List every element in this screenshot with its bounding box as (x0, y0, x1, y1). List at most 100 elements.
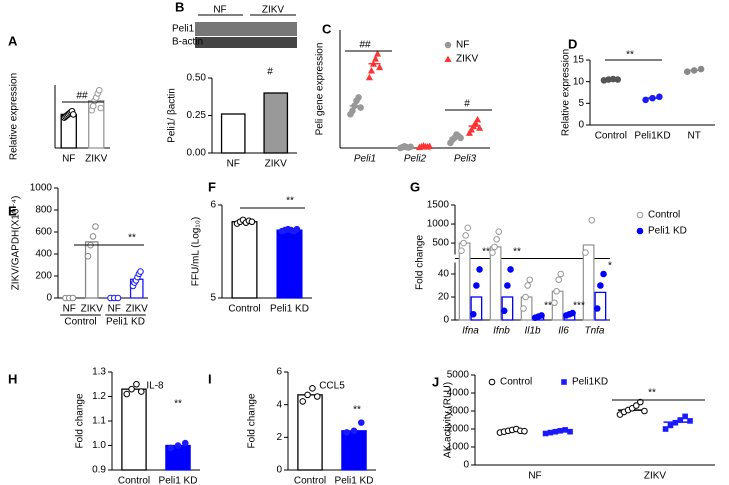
legend-label: Peli1KD (572, 377, 608, 388)
y-tick-label: 15 (573, 55, 585, 66)
point (469, 122, 477, 130)
y-axis-label: Fold change (75, 393, 86, 448)
panel-label: A (8, 33, 18, 48)
y-tick-label: 5 (578, 98, 584, 109)
point (474, 115, 482, 123)
point (493, 235, 500, 243)
point (114, 294, 122, 302)
panel-label: F (208, 179, 216, 194)
legend-marker (488, 378, 496, 386)
legend-marker (444, 55, 452, 62)
y-tick-label: 0 (276, 465, 282, 476)
y-tick-label: 200 (35, 271, 52, 282)
point (522, 293, 529, 301)
x-tick-label: NF (227, 159, 240, 170)
y-tick-label: 1.0 (92, 440, 106, 451)
blot-band (195, 37, 297, 48)
point (667, 422, 674, 429)
y-tick-label: 1.3 (92, 367, 106, 378)
point (299, 398, 307, 405)
point (632, 402, 640, 409)
blot-lane-label: NF (213, 5, 226, 16)
annotation: ## (359, 40, 371, 51)
y-tick-label: 5 (210, 293, 216, 304)
y-axis-label: Fold change (415, 235, 426, 290)
x-tick-label: Ifna (462, 326, 479, 337)
point (357, 419, 365, 426)
annotation: ** (286, 196, 294, 207)
x-tick-label: Peli3 (454, 154, 477, 165)
y-tick-label: 5000 (447, 370, 470, 381)
point (677, 417, 684, 423)
y-tick-label: 500 (432, 238, 449, 249)
y-axis-label: ZIKV/GAPDH(X10⁻⁴) (11, 196, 22, 291)
legend-marker (561, 379, 567, 385)
point (89, 233, 97, 240)
point (69, 294, 77, 302)
point (95, 86, 103, 94)
y-tick-label: 0.00 (187, 148, 207, 159)
point (69, 111, 77, 118)
point (507, 266, 514, 273)
point (128, 385, 135, 393)
point (495, 228, 503, 235)
point (309, 385, 316, 392)
legend-label: Control (648, 210, 680, 221)
x-tick-label: Peli1KD (634, 131, 670, 142)
point (97, 104, 105, 112)
legend-label: Peli1 KD (648, 226, 687, 237)
bar (220, 113, 246, 154)
point (92, 223, 99, 230)
point (465, 129, 473, 136)
annotation: ** (648, 388, 656, 399)
bar (489, 246, 502, 321)
y-axis-label: AK activity (RLU) (443, 382, 454, 458)
bar (582, 244, 595, 321)
y-tick-label: 4 (276, 399, 282, 410)
point (500, 307, 508, 315)
point (293, 225, 301, 233)
annotation: ** (513, 247, 521, 258)
point (552, 428, 559, 435)
point (649, 94, 656, 102)
y-tick-label: 1.2 (92, 391, 106, 402)
point (690, 67, 698, 74)
point (504, 282, 511, 289)
y-axis-label: Relative expression (9, 73, 20, 160)
point (137, 388, 145, 395)
point (547, 429, 554, 436)
point (372, 55, 380, 62)
legend-label: ZIKV (456, 54, 479, 65)
bar (297, 394, 323, 471)
x-tick-label: Peli1 (354, 154, 376, 165)
point (600, 270, 607, 278)
legend-marker (636, 211, 644, 219)
blot-row-label: Peli1 (172, 24, 195, 35)
annotation: * (608, 261, 612, 272)
x-tick-label: Il1b (524, 326, 541, 337)
bar (84, 241, 99, 299)
point (84, 252, 92, 260)
y-tick-label: 40 (438, 269, 450, 280)
point (542, 430, 549, 437)
blot (195, 14, 297, 48)
point (89, 102, 97, 110)
y-tick-label: 0.9 (92, 465, 106, 476)
legend-label: Control (500, 377, 532, 388)
annotation: ** (482, 247, 490, 258)
x-tick-label: ZIKV (81, 304, 104, 315)
y-tick-label: 1000 (447, 442, 470, 453)
y-axis-label: FFU/mL (Log₁₀) (191, 217, 202, 286)
blot-lane-label: ZIKV (262, 5, 285, 16)
x-tick-label: Peli1 KD (335, 476, 374, 485)
y-tick-label: 0 (46, 293, 52, 304)
point (569, 309, 576, 317)
point (524, 282, 531, 289)
x-tick-label: Il6 (558, 326, 569, 337)
y-tick-label: 2000 (447, 424, 470, 435)
point (476, 266, 483, 273)
x-tick-label: Control (294, 476, 326, 485)
group-label: Peli1 KD (106, 317, 145, 328)
point (167, 444, 175, 452)
point (473, 282, 480, 289)
